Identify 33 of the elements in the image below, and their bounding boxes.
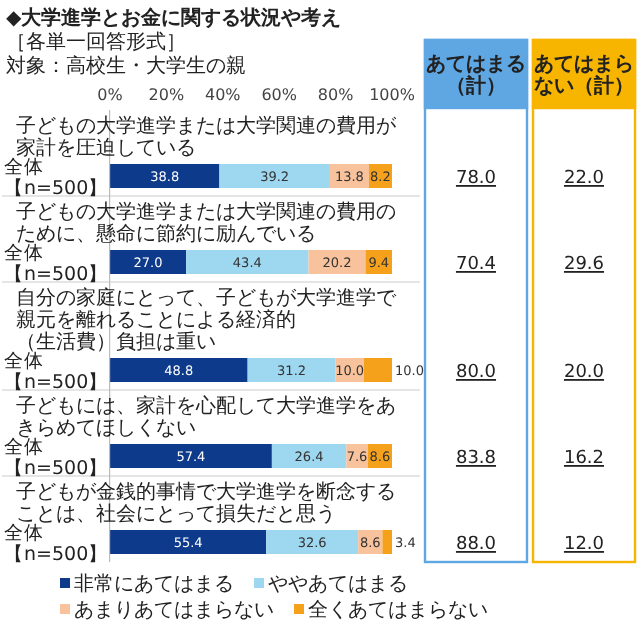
chart-title: ◆大学進学とお金に関する状況や考え (6, 6, 342, 30)
chart-subtitle: ［各単一回答形式］ (6, 30, 186, 54)
legend-label: 非常にあてはまる (74, 572, 234, 596)
x-tick-label: 0% (97, 86, 124, 104)
data-label: 16.2 (563, 449, 605, 469)
data-label: 29.6 (563, 255, 605, 275)
data-label: 83.8 (455, 449, 497, 469)
legend-label: 全くあてはまらない (308, 598, 488, 622)
annotation: 子どもには、家計を心配して大学進学をあきらめてほしくない (16, 394, 396, 440)
annotation: 子どもの大学進学または大学関連の費用が家計を圧迫している (16, 114, 398, 160)
data-label: 80.0 (455, 363, 497, 383)
data-label: 20.0 (563, 363, 605, 383)
x-tick-label: 60% (261, 86, 298, 104)
x-tick-label: 80% (317, 86, 355, 104)
y-tick-label: 全体【n=500】 (4, 348, 109, 394)
data-label: 12.0 (563, 535, 605, 555)
text: あてはまらない（計） (534, 54, 634, 98)
data-label: 70.4 (455, 255, 497, 275)
data-label: 88.0 (455, 535, 497, 555)
x-tick-label: 100% (369, 86, 416, 104)
text: あてはまる（計） (426, 54, 526, 98)
legend-label: ややあてはまる (268, 574, 408, 596)
x-tick-label: 40% (205, 86, 242, 104)
data-label: 78.0 (455, 169, 497, 189)
y-tick-label: 全体【n=500】 (4, 154, 109, 200)
data-label: 22.0 (563, 169, 605, 189)
text: 対象：高校生・大学生の親 (6, 54, 246, 78)
y-tick-label: 全体【n=500】 (4, 434, 109, 480)
legend-label: あまりあてはまらない (74, 600, 274, 622)
annotation: 自分の家庭にとって、子どもが大学進学で親元を離れることによる経済的（生活費）負担は重い (16, 286, 398, 354)
x-tick-label: 20% (148, 86, 185, 104)
annotation: 子どもの大学進学または大学関連の費用のために、懸命に節約に励んでいる (16, 200, 396, 246)
annotation: 子どもが金銭的事情で大学進学を断念することは、社会にとって損失だと思う (16, 480, 396, 526)
